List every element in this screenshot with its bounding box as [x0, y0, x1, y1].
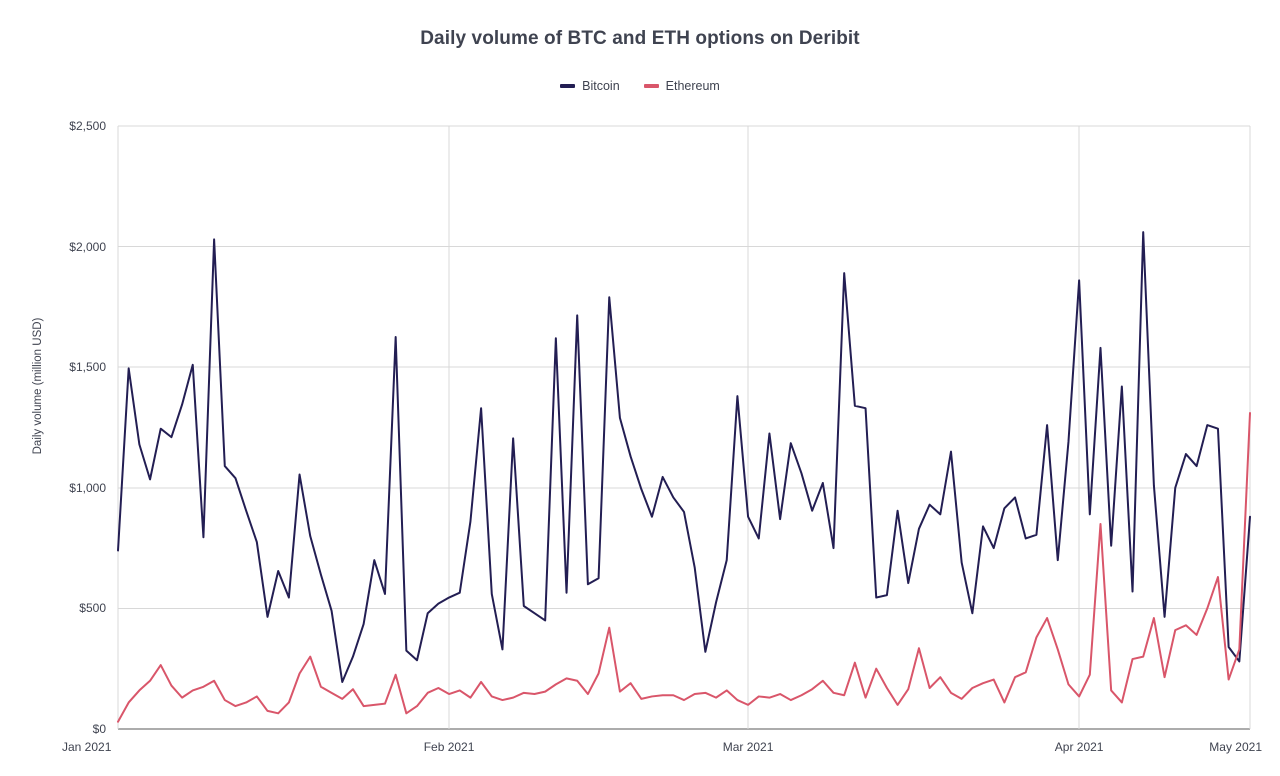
y-axis-tick-label: $0	[92, 722, 106, 736]
legend-swatch-bitcoin	[560, 84, 576, 88]
y-axis-tick-label: $1,500	[69, 360, 106, 375]
series-line-ethereum[interactable]	[117, 412, 1251, 723]
chart-legend: Bitcoin Ethereum	[0, 79, 1280, 93]
x-axis-tick-label: Mar 2021	[722, 740, 774, 754]
x-axis-tick-label: Jan 2021	[62, 740, 112, 754]
y-axis-tick-label: $500	[79, 601, 106, 616]
y-axis-tick-label: $2,000	[69, 239, 106, 254]
legend-label-bitcoin: Bitcoin	[582, 79, 620, 93]
x-axis-tick-label: May 2021	[1209, 740, 1262, 754]
x-axis-tick-label: Feb 2021	[423, 740, 475, 754]
chart-title: Daily volume of BTC and ETH options on D…	[420, 28, 860, 49]
legend-item-ethereum[interactable]: Ethereum	[643, 79, 720, 93]
y-axis-tick-label: $2,500	[69, 119, 106, 133]
series-line-bitcoin[interactable]	[117, 231, 1251, 683]
legend-swatch-ethereum	[643, 84, 659, 88]
legend-item-bitcoin[interactable]: Bitcoin	[560, 79, 620, 93]
legend-label-ethereum: Ethereum	[665, 79, 720, 93]
x-axis-tick-label: Apr 2021	[1054, 740, 1104, 754]
y-axis-tick-label: $1,000	[69, 480, 106, 495]
